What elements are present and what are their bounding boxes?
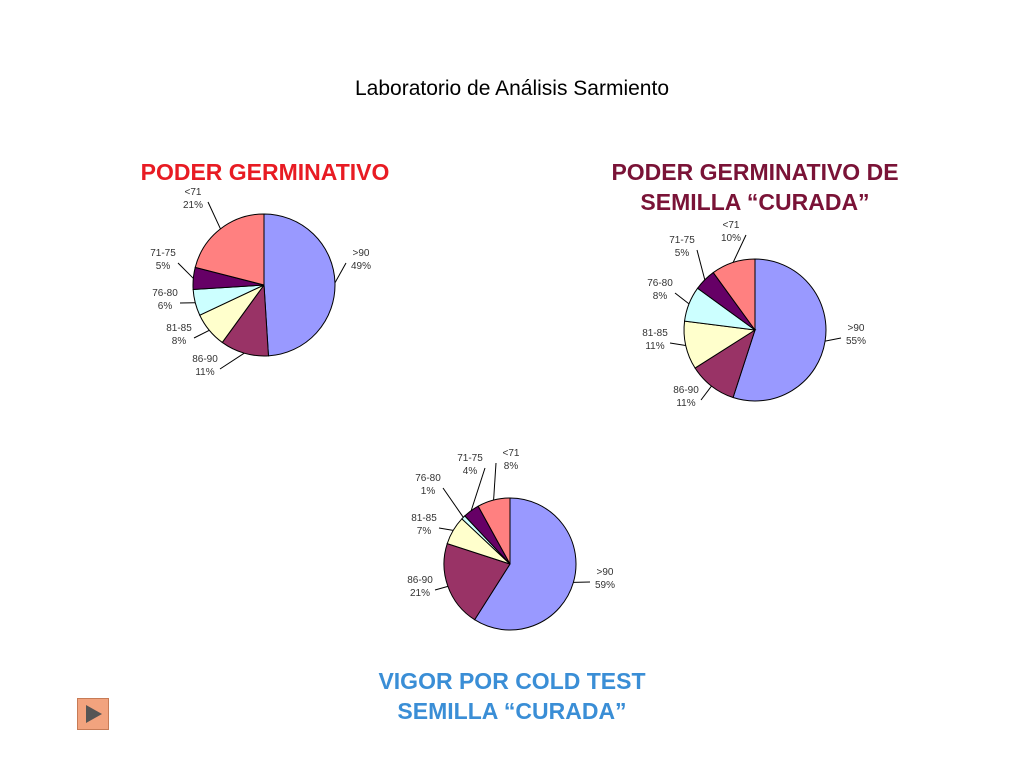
pie-slice	[712, 258, 756, 332]
slice-value-label: 11%	[195, 367, 214, 378]
chart-title-line: SEMILLA “CURADA”	[397, 698, 627, 724]
leader-line	[177, 262, 194, 279]
slice-category-label: 86-90	[407, 575, 433, 586]
slice-value-label: 21%	[183, 200, 203, 211]
chart-title-line: VIGOR POR COLD TEST	[378, 668, 646, 694]
slice-value-label: 11%	[645, 341, 664, 352]
slice-category-label: >90	[848, 323, 865, 334]
pie-slice	[473, 497, 577, 631]
slice-category-label: 71-75	[150, 248, 176, 259]
slice-value-label: 8%	[653, 291, 668, 302]
chart-title-line: SEMILLA “CURADA”	[640, 189, 870, 215]
slice-value-label: 10%	[721, 233, 741, 244]
slice-value-label: 1%	[421, 486, 436, 497]
chart-title-poder-germinativo-curada: PODER GERMINATIVO DE SEMILLA “CURADA”	[570, 157, 940, 217]
slice-category-label: >90	[597, 567, 614, 578]
leader-line	[470, 467, 486, 511]
chart-title-line: PODER GERMINATIVO	[140, 159, 390, 185]
slice-category-label: <71	[503, 448, 520, 459]
leader-line	[442, 487, 464, 518]
chart-title-vigor-cold-test: VIGOR POR COLD TEST SEMILLA “CURADA”	[322, 666, 702, 726]
slice-category-label: 76-80	[647, 278, 673, 289]
slice-category-label: 71-75	[457, 453, 483, 464]
leader-line	[493, 462, 497, 501]
pie-chart-1: >90 49% 86-90 11% 81-85 8% 76-80 6% 71-75 5% <71 21…	[150, 187, 371, 378]
pie-slice	[477, 497, 511, 565]
slice-value-label: 8%	[504, 461, 519, 472]
pie-chart-2: >90 55% 86-90 11% 81-85 11% 76-80 8% 71-75 5% <71 1…	[642, 220, 866, 409]
slice-category-label: <71	[723, 220, 740, 231]
slice-category-label: 81-85	[642, 328, 668, 339]
leader-line	[193, 329, 210, 339]
leader-line	[825, 337, 842, 342]
leader-line	[434, 585, 449, 591]
slice-category-label: 76-80	[152, 288, 178, 299]
slice-category-label: 86-90	[192, 354, 218, 365]
slice-value-label: 4%	[463, 466, 478, 477]
leader-line	[334, 262, 347, 284]
slice-category-label: <71	[185, 187, 202, 198]
slice-category-label: 71-75	[669, 235, 695, 246]
slice-value-label: 7%	[417, 526, 432, 537]
leader-line	[696, 249, 706, 280]
slice-value-label: 55%	[846, 336, 866, 347]
slice-category-label: >90	[353, 248, 370, 259]
leader-line	[438, 527, 454, 531]
leader-line	[674, 292, 690, 305]
chart-title-line: PODER GERMINATIVO DE	[611, 159, 899, 185]
slice-value-label: 6%	[158, 301, 173, 312]
slice-category-label: 86-90	[673, 385, 699, 396]
slice-value-label: 5%	[675, 248, 690, 259]
pie-chart-3: >90 59% 86-90 21% 81-85 7% 76-80 1% 71-75 4% <71 8%	[407, 448, 615, 631]
slice-value-label: 59%	[595, 580, 615, 591]
leader-line	[669, 342, 686, 346]
page-title: Laboratorio de Análisis Sarmiento	[354, 77, 669, 100]
slice-value-label: 11%	[676, 398, 695, 409]
leader-line	[700, 385, 712, 401]
leader-line	[732, 234, 747, 263]
slice-category-label: 81-85	[166, 323, 192, 334]
pie-slice	[732, 258, 827, 402]
slice-category-label: 76-80	[415, 473, 441, 484]
slice-value-label: 8%	[172, 336, 187, 347]
leader-line	[207, 201, 221, 230]
slice-category-label: 81-85	[411, 513, 437, 524]
slice-value-label: 5%	[156, 261, 171, 272]
next-slide-button[interactable]	[77, 698, 109, 730]
pie-slice	[443, 542, 511, 621]
leader-line	[219, 352, 245, 370]
chart-title-poder-germinativo: PODER GERMINATIVO	[110, 157, 420, 187]
slice-value-label: 21%	[410, 588, 430, 599]
pie-slice	[263, 213, 336, 357]
slice-value-label: 49%	[351, 261, 371, 272]
play-arrow-icon	[86, 705, 102, 723]
